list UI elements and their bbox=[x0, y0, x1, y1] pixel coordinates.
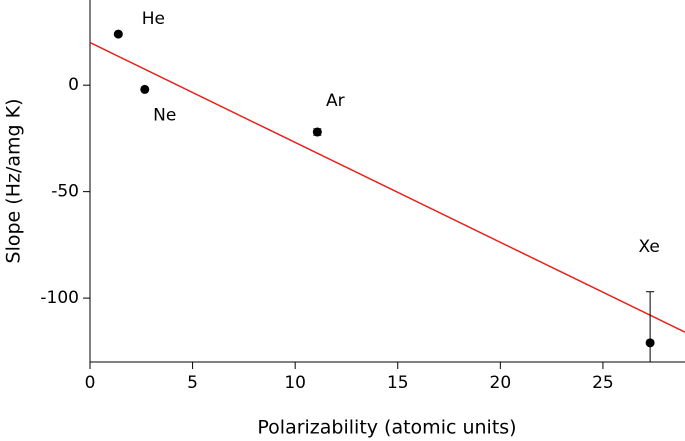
point-label: Ne bbox=[153, 105, 176, 125]
plot-area bbox=[90, 29, 685, 362]
y-tick-label: 0 bbox=[68, 75, 79, 95]
x-tick-label: 15 bbox=[387, 373, 409, 393]
data-point bbox=[645, 338, 655, 348]
x-tick-label: 5 bbox=[187, 373, 198, 393]
y-tick-label: -50 bbox=[51, 182, 79, 202]
data-point bbox=[312, 127, 322, 137]
x-tick-label: 25 bbox=[592, 373, 614, 393]
x-tick-label: 20 bbox=[490, 373, 512, 393]
y-tick-label: -100 bbox=[40, 288, 79, 308]
x-tick-label: 0 bbox=[85, 373, 96, 393]
x-axis-title: Polarizability (atomic units) bbox=[257, 417, 516, 439]
x-tick-label: 10 bbox=[284, 373, 306, 393]
data-point bbox=[140, 84, 150, 94]
point-label: Xe bbox=[638, 237, 659, 257]
point-label: He bbox=[142, 9, 165, 29]
fit-line bbox=[90, 41, 685, 333]
data-point bbox=[113, 29, 123, 39]
y-axis-title: Slope (Hz/amg K) bbox=[3, 99, 25, 264]
point-label: Ar bbox=[326, 91, 345, 111]
